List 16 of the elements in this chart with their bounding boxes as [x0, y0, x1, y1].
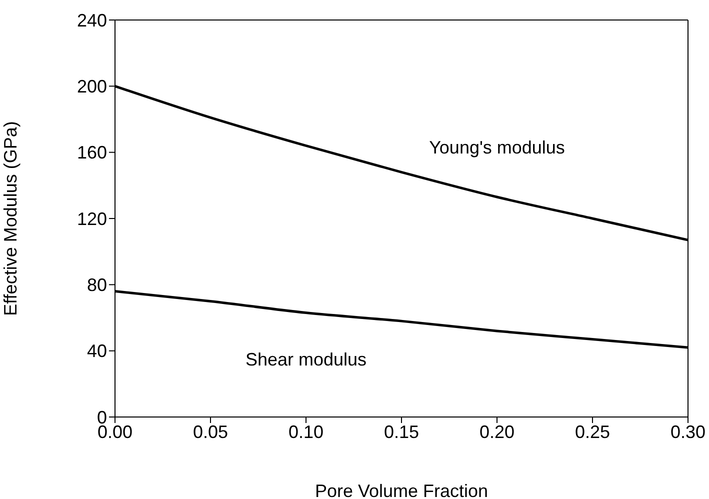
y-tick-label: 160 [76, 142, 107, 163]
x-tick-label: 0.15 [384, 422, 420, 442]
series-label: Young's modulus [429, 138, 565, 158]
x-tick-label: 0.20 [479, 422, 515, 442]
y-tick-label: 240 [76, 10, 107, 30]
x-tick-label: 0.05 [192, 422, 228, 442]
y-tick-label: 80 [86, 275, 107, 296]
x-axis-title: Pore Volume Fraction [314, 481, 488, 499]
y-tick-label: 120 [76, 208, 107, 229]
y-tick-label: 40 [86, 341, 107, 362]
x-tick-label: 0.10 [288, 422, 324, 442]
series-label: Shear modulus [245, 350, 367, 370]
y-axis-title: Effective Modulus (GPa) [0, 121, 20, 316]
x-tick-label: 0.25 [574, 422, 610, 442]
x-tick-label: 0.30 [670, 422, 706, 442]
y-tick-label: 200 [76, 76, 107, 97]
